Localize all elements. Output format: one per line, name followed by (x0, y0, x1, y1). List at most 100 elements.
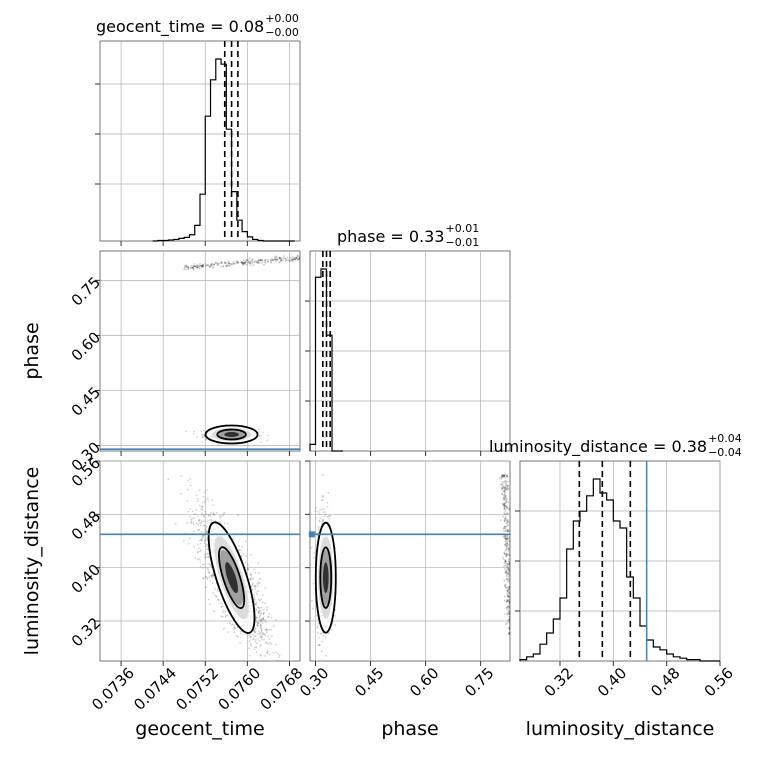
sample-point (215, 262, 217, 265)
sample-point (195, 494, 198, 497)
sample-point (260, 634, 262, 637)
sample-point (505, 571, 508, 574)
sample-point (505, 488, 508, 491)
sample-point (201, 264, 203, 267)
sample-point (507, 501, 510, 504)
sample-point (217, 443, 219, 446)
sample-point (314, 507, 317, 509)
sample-point (249, 579, 252, 581)
sample-point (205, 530, 208, 533)
sample-point (508, 603, 510, 606)
sample-point (199, 539, 201, 542)
sample-point (210, 575, 212, 577)
sample-point (316, 534, 318, 537)
sample-point (511, 555, 513, 557)
sample-point (256, 622, 259, 624)
sample-point (201, 266, 203, 269)
sample-point (508, 587, 510, 590)
sample-point (247, 259, 250, 262)
sample-point (187, 267, 190, 269)
sample-point (260, 262, 263, 265)
sample-point (506, 521, 509, 524)
sample-point (505, 552, 508, 555)
sample-point (506, 513, 509, 516)
sample-point (507, 529, 509, 532)
sample-point (506, 544, 509, 546)
sample-point (267, 643, 269, 646)
sample-point (503, 512, 506, 514)
sample-point (318, 644, 321, 647)
sample-point (213, 263, 216, 266)
sample-point (241, 262, 243, 264)
sample-point (274, 619, 277, 621)
sample-point (218, 262, 221, 265)
sample-point (292, 258, 295, 261)
sample-point (224, 610, 227, 613)
sample-point (263, 632, 266, 635)
sample-point (322, 519, 325, 522)
sample-point (501, 474, 504, 476)
sample-point (251, 258, 254, 261)
title-plus-error-phase: +0.01 (445, 222, 479, 235)
sample-point (210, 575, 213, 577)
x-tick-label-luminosity_distance: 0.48 (647, 664, 683, 700)
sample-point (291, 259, 294, 262)
sample-point (322, 511, 325, 514)
sample-point (225, 264, 228, 267)
sample-point (503, 498, 506, 501)
sample-point (203, 542, 206, 545)
sample-point (506, 486, 509, 489)
sample-point (510, 633, 512, 635)
sample-point (504, 529, 507, 531)
sample-point (277, 662, 279, 664)
sample-point (259, 631, 262, 634)
sample-point (507, 530, 510, 533)
sample-point (268, 642, 271, 644)
sample-point (508, 586, 510, 588)
sample-point (508, 563, 510, 566)
sample-point (508, 613, 510, 615)
sample-point (270, 261, 273, 264)
sample-point (509, 629, 510, 631)
sample-point (509, 587, 510, 589)
sample-point (507, 568, 510, 571)
sample-point (508, 536, 510, 539)
sample-point (505, 554, 508, 556)
sample-point (259, 644, 261, 647)
sample-point (505, 506, 508, 509)
sample-point (207, 520, 209, 523)
sample-point (266, 258, 269, 261)
sample-point (509, 619, 510, 621)
sample-point (506, 565, 509, 567)
sample-point (504, 572, 507, 575)
sample-point (508, 570, 510, 573)
sample-point (506, 520, 509, 523)
sample-point (196, 266, 199, 269)
sample-point (222, 265, 225, 268)
sample-point (505, 488, 508, 490)
sample-point (261, 258, 264, 261)
sample-point (268, 629, 270, 631)
sample-point (254, 603, 257, 606)
sample-point (262, 618, 265, 621)
sample-point (180, 475, 182, 477)
sample-point (201, 265, 204, 267)
sample-point (219, 521, 222, 524)
sample-point (198, 504, 201, 507)
sample-point (278, 654, 281, 657)
sample-point (255, 601, 258, 604)
sample-point (261, 601, 264, 604)
sample-point (259, 258, 262, 261)
sample-point (244, 261, 247, 263)
sample-point (196, 267, 199, 269)
sample-point (254, 260, 257, 262)
sample-point (253, 598, 256, 601)
sample-point (197, 528, 200, 531)
sample-point (206, 552, 209, 555)
sample-point (209, 514, 212, 517)
sample-point (187, 266, 190, 268)
sample-point (503, 491, 506, 494)
sample-point (207, 556, 210, 558)
sample-point (507, 576, 510, 578)
x-axis-label-phase: phase (381, 718, 438, 740)
